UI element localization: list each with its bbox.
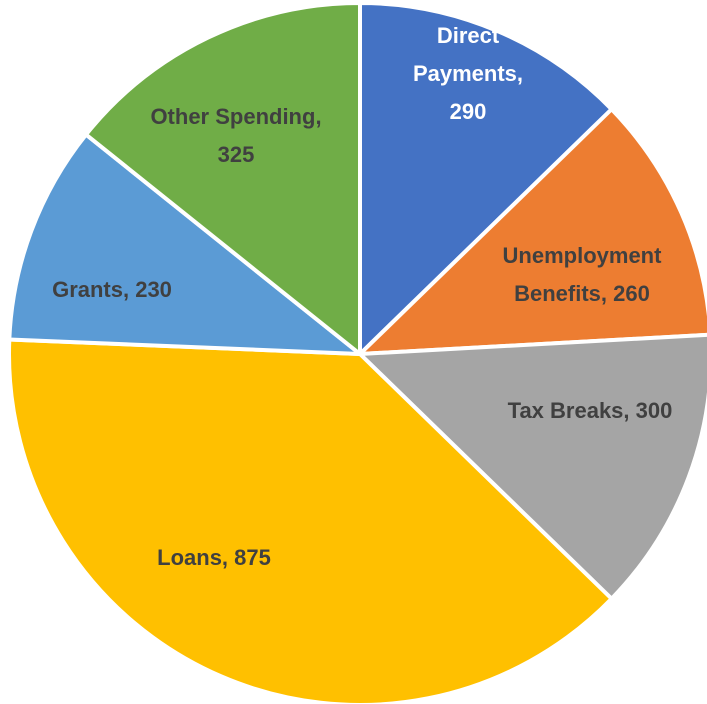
data-label-line: 325 <box>218 142 255 167</box>
pie-slice-loans <box>7 337 614 704</box>
data-label-line: Unemployment <box>503 243 663 268</box>
pie-slice-unemployment-benefits <box>358 107 707 356</box>
data-label-line: Loans, 875 <box>157 545 271 570</box>
data-label-grants: Grants, 230 <box>52 277 172 302</box>
data-label-line: Other Spending, <box>150 104 321 129</box>
data-label-line: Grants, 230 <box>52 277 172 302</box>
data-label-other-spending: Other Spending, 325 <box>150 104 321 167</box>
data-label-line: Direct <box>437 23 500 48</box>
data-label-direct-payments: Direct Payments, 290 <box>413 23 523 124</box>
pie-data-labels: Direct Payments, 290 Unemployment Benefits, … <box>52 23 672 570</box>
data-label-loans: Loans, 875 <box>157 545 271 570</box>
data-label-line: 290 <box>450 99 487 124</box>
pie-slices <box>7 1 707 704</box>
data-label-unemployment-benefits: Unemployment Benefits, 260 <box>503 243 663 306</box>
data-label-tax-breaks: Tax Breaks, 300 <box>508 398 673 423</box>
data-label-line: Tax Breaks, 300 <box>508 398 673 423</box>
pie-slice-direct-payments <box>358 1 614 356</box>
pie-slice-grants <box>7 132 362 356</box>
data-label-line: Benefits, 260 <box>514 281 650 306</box>
pie-slice-other-spending <box>84 1 362 356</box>
data-label-line: Payments, <box>413 61 523 86</box>
pie-slice-tax-breaks <box>358 332 707 601</box>
